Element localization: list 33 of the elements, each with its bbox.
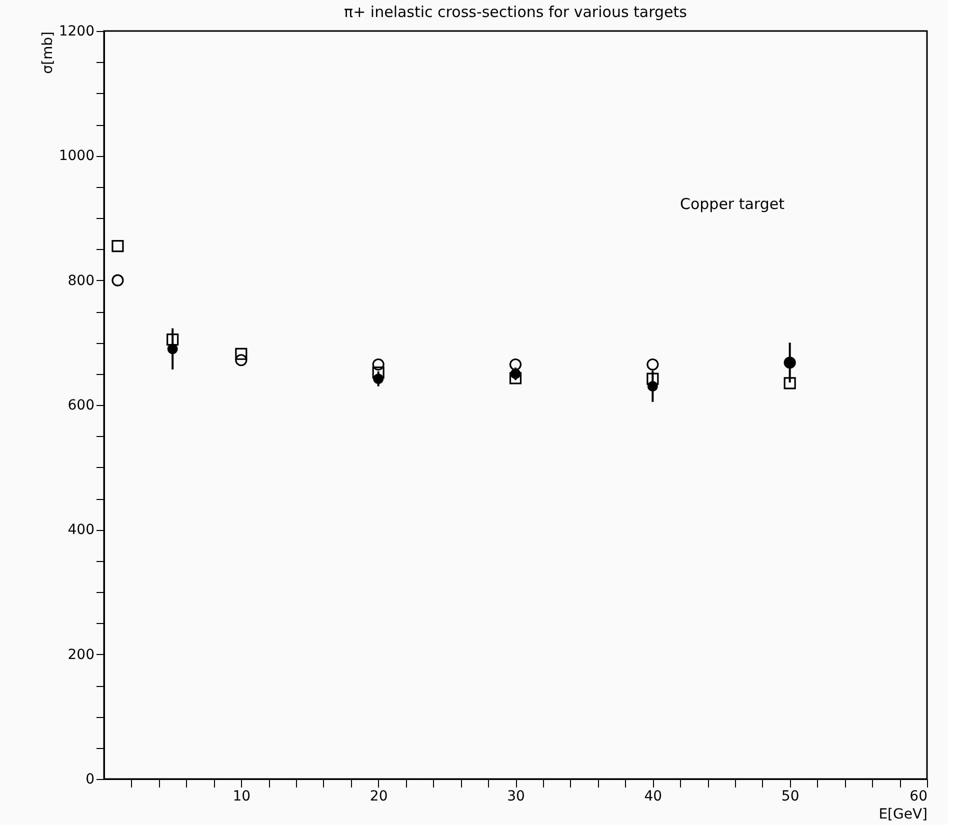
y-tick-label: 200 xyxy=(68,646,94,663)
point xyxy=(647,381,658,392)
point xyxy=(112,274,124,286)
x-tick-label: 10 xyxy=(232,788,251,804)
x-tick-label: 30 xyxy=(507,788,525,804)
point xyxy=(646,372,659,385)
point xyxy=(784,377,796,390)
x-tick-label: 20 xyxy=(370,788,388,804)
y-axis-title: σ[mb] xyxy=(40,32,56,74)
point xyxy=(167,344,178,354)
point xyxy=(166,334,179,346)
point xyxy=(112,240,124,252)
point xyxy=(509,358,522,371)
point xyxy=(235,348,248,360)
y-tick-label: 1200 xyxy=(58,24,94,40)
point xyxy=(510,368,521,380)
y-tick-label: 400 xyxy=(68,522,94,538)
point xyxy=(373,374,384,384)
annotation: Copper target xyxy=(680,195,785,213)
x-tick-label: 40 xyxy=(644,788,662,804)
point xyxy=(646,358,659,371)
chart-title: π+ inelastic cross-sections for various targets xyxy=(344,3,688,21)
point xyxy=(509,372,522,384)
y-tick-label: 600 xyxy=(68,398,94,414)
point xyxy=(372,358,384,371)
x-axis-title: E[GeV] xyxy=(878,806,928,822)
y-tick-label: 800 xyxy=(68,272,94,289)
point xyxy=(372,366,384,379)
y-tick-label: 0 xyxy=(86,772,94,788)
point xyxy=(235,354,248,366)
x-tick-label: 60 xyxy=(910,788,928,804)
x-tick-label: 50 xyxy=(781,788,800,804)
y-tick-label: 1000 xyxy=(58,148,94,164)
